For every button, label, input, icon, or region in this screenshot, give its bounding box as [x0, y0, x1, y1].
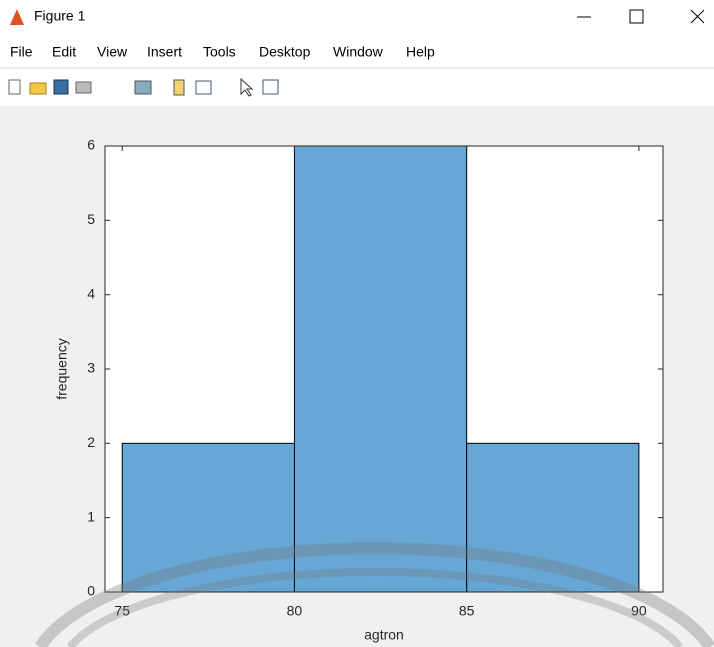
property-icon[interactable]: [263, 80, 278, 94]
y-tick-label: 4: [87, 285, 95, 301]
legend-icon[interactable]: [196, 81, 211, 94]
save-icon[interactable]: [54, 80, 68, 94]
x-tick-label: 85: [459, 603, 475, 619]
open-icon[interactable]: [30, 83, 46, 94]
x-axis-label: agtron: [364, 627, 404, 643]
y-tick-label: 2: [87, 434, 95, 450]
menu-item[interactable]: Window: [333, 44, 384, 60]
menu-item[interactable]: Desktop: [259, 44, 311, 60]
window-title: Figure 1: [34, 8, 86, 24]
page: Figure 1 File Edit View Insert Tools Desktop W…: [0, 0, 714, 647]
x-tick-label: 80: [287, 603, 303, 619]
y-tick-label: 3: [87, 360, 95, 376]
menu-item[interactable]: Edit: [52, 44, 76, 60]
bar: [294, 146, 466, 592]
matlab-figure-window: Figure 1 File Edit View Insert Tools Desktop W…: [0, 0, 714, 647]
y-tick-label: 6: [87, 137, 95, 153]
link-icon[interactable]: [135, 81, 151, 94]
menu-bar: File Edit View Insert Tools Desktop Window Help: [10, 44, 435, 60]
y-tick-label: 1: [87, 508, 95, 524]
print-icon[interactable]: [76, 82, 91, 93]
menu-item[interactable]: File: [10, 44, 33, 60]
menu-item[interactable]: Help: [406, 44, 435, 60]
menu-item[interactable]: Tools: [203, 44, 236, 60]
y-axis-label: frequency: [54, 338, 70, 399]
colorbar-icon[interactable]: [174, 80, 184, 95]
menu-item[interactable]: View: [97, 44, 128, 60]
y-tick-label: 5: [87, 211, 95, 227]
new-icon[interactable]: [9, 80, 20, 94]
menu-item[interactable]: Insert: [147, 44, 182, 60]
